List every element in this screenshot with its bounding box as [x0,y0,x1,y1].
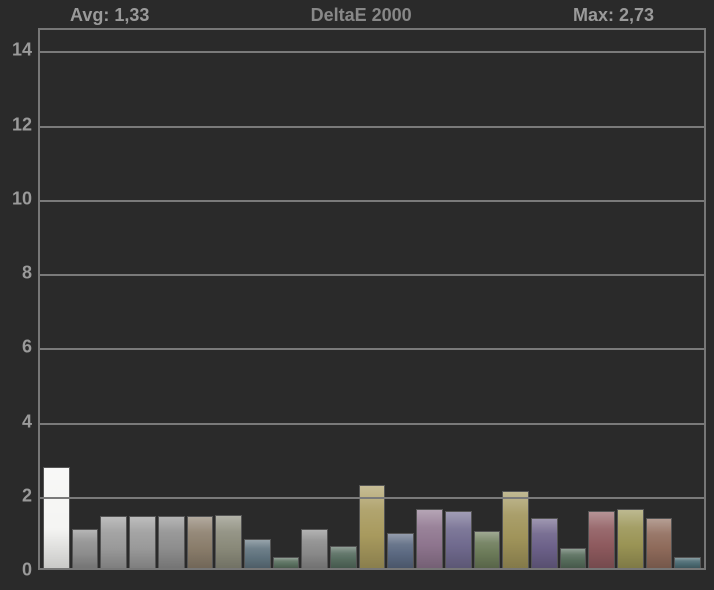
avg-label: Avg: 1,33 [70,5,149,26]
bar [100,516,127,568]
bar [502,491,529,568]
bar [244,539,271,568]
gridline [40,497,704,499]
bar [674,557,701,568]
y-axis-label: 6 [22,337,32,358]
bar [43,467,70,568]
bar [215,515,242,568]
y-axis-label: 8 [22,263,32,284]
y-axis-label: 0 [22,560,32,581]
y-axis-label: 4 [22,411,32,432]
gridline [40,274,704,276]
bar [72,529,99,568]
bar-group [40,30,704,568]
bar [531,518,558,568]
gridline [40,200,704,202]
bar [301,529,328,568]
bar [560,548,587,568]
chart-header: Avg: 1,33 DeltaE 2000 Max: 2,73 [0,2,714,28]
gridline [40,348,704,350]
y-axis-label: 14 [12,40,32,61]
y-axis-label: 10 [12,188,32,209]
plot-area [38,28,706,570]
bar [474,531,501,568]
bar [330,546,357,568]
bar [646,518,673,568]
bar [387,533,414,568]
bar [273,557,300,568]
bar [187,516,214,568]
bar [129,516,156,568]
bar [588,511,615,568]
deltae-chart: Avg: 1,33 DeltaE 2000 Max: 2,73 0 2 4 6 8 10 1… [0,0,714,590]
gridline [40,126,704,128]
gridline [40,423,704,425]
bar [445,511,472,568]
chart-title: DeltaE 2000 [311,5,412,26]
y-axis-label: 12 [12,114,32,135]
y-axis-label: 2 [22,485,32,506]
bar [617,509,644,568]
bar [158,516,185,568]
max-label: Max: 2,73 [573,5,654,26]
bar [416,509,443,568]
gridline [40,51,704,53]
